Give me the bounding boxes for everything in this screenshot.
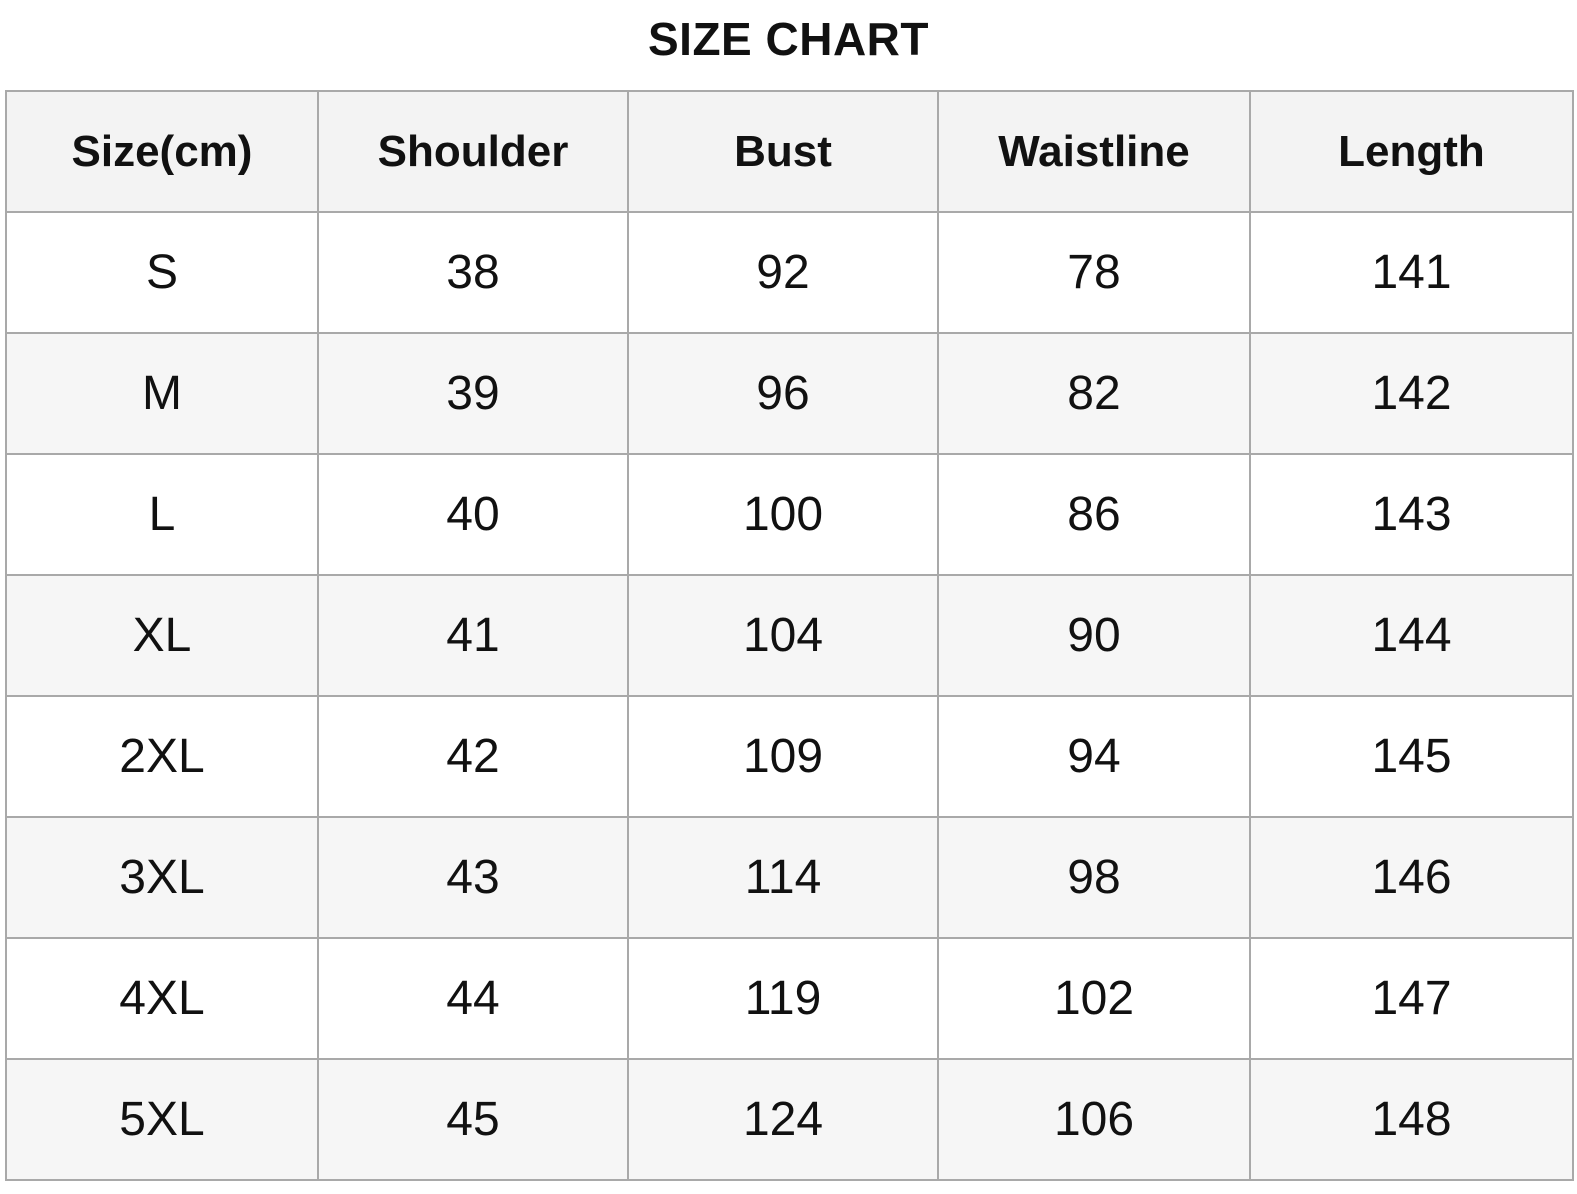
bust-cell: 119 (627, 937, 939, 1060)
waistline-cell: 102 (937, 937, 1251, 1060)
size-label-cell: XL (5, 574, 319, 697)
size-label-cell: 4XL (5, 937, 319, 1060)
length-cell: 148 (1249, 1058, 1574, 1181)
shoulder-cell: 40 (317, 453, 629, 576)
column-header-bust: Bust (627, 90, 939, 213)
table-row-3xl: 3XL 43 114 98 146 (5, 816, 1574, 939)
header-row: Size(cm) Shoulder Bust Waistline Length (5, 90, 1574, 213)
column-header-waistline: Waistline (937, 90, 1251, 213)
bust-cell: 104 (627, 574, 939, 697)
shoulder-cell: 39 (317, 332, 629, 455)
length-cell: 143 (1249, 453, 1574, 576)
waistline-cell: 82 (937, 332, 1251, 455)
shoulder-cell: 44 (317, 937, 629, 1060)
waistline-cell: 86 (937, 453, 1251, 576)
waistline-cell: 106 (937, 1058, 1251, 1181)
size-label-cell: 2XL (5, 695, 319, 818)
bust-cell: 114 (627, 816, 939, 939)
length-cell: 142 (1249, 332, 1574, 455)
bust-cell: 109 (627, 695, 939, 818)
shoulder-cell: 42 (317, 695, 629, 818)
table-row-m: M 39 96 82 142 (5, 332, 1574, 455)
shoulder-cell: 43 (317, 816, 629, 939)
column-header-shoulder: Shoulder (317, 90, 629, 213)
size-label-cell: M (5, 332, 319, 455)
bust-cell: 92 (627, 211, 939, 334)
column-header-size: Size(cm) (5, 90, 319, 213)
table-row-5xl: 5XL 45 124 106 148 (5, 1058, 1574, 1181)
table-row-4xl: 4XL 44 119 102 147 (5, 937, 1574, 1060)
bust-cell: 96 (627, 332, 939, 455)
size-label-cell: L (5, 453, 319, 576)
shoulder-cell: 45 (317, 1058, 629, 1181)
table-row-2xl: 2XL 42 109 94 145 (5, 695, 1574, 818)
size-label-cell: 3XL (5, 816, 319, 939)
size-label-cell: S (5, 211, 319, 334)
column-header-length: Length (1249, 90, 1574, 213)
length-cell: 146 (1249, 816, 1574, 939)
bust-cell: 100 (627, 453, 939, 576)
shoulder-cell: 38 (317, 211, 629, 334)
size-chart-table: Size(cm) Shoulder Bust Waistline Length … (5, 90, 1574, 1181)
table-row-s: S 38 92 78 141 (5, 211, 1574, 334)
waistline-cell: 78 (937, 211, 1251, 334)
waistline-cell: 90 (937, 574, 1251, 697)
size-label-cell: 5XL (5, 1058, 319, 1181)
bust-cell: 124 (627, 1058, 939, 1181)
table-row-xl: XL 41 104 90 144 (5, 574, 1574, 697)
length-cell: 141 (1249, 211, 1574, 334)
table-row-l: L 40 100 86 143 (5, 453, 1574, 576)
waistline-cell: 94 (937, 695, 1251, 818)
length-cell: 147 (1249, 937, 1574, 1060)
waistline-cell: 98 (937, 816, 1251, 939)
page-title: SIZE CHART (648, 13, 929, 65)
length-cell: 144 (1249, 574, 1574, 697)
length-cell: 145 (1249, 695, 1574, 818)
shoulder-cell: 41 (317, 574, 629, 697)
